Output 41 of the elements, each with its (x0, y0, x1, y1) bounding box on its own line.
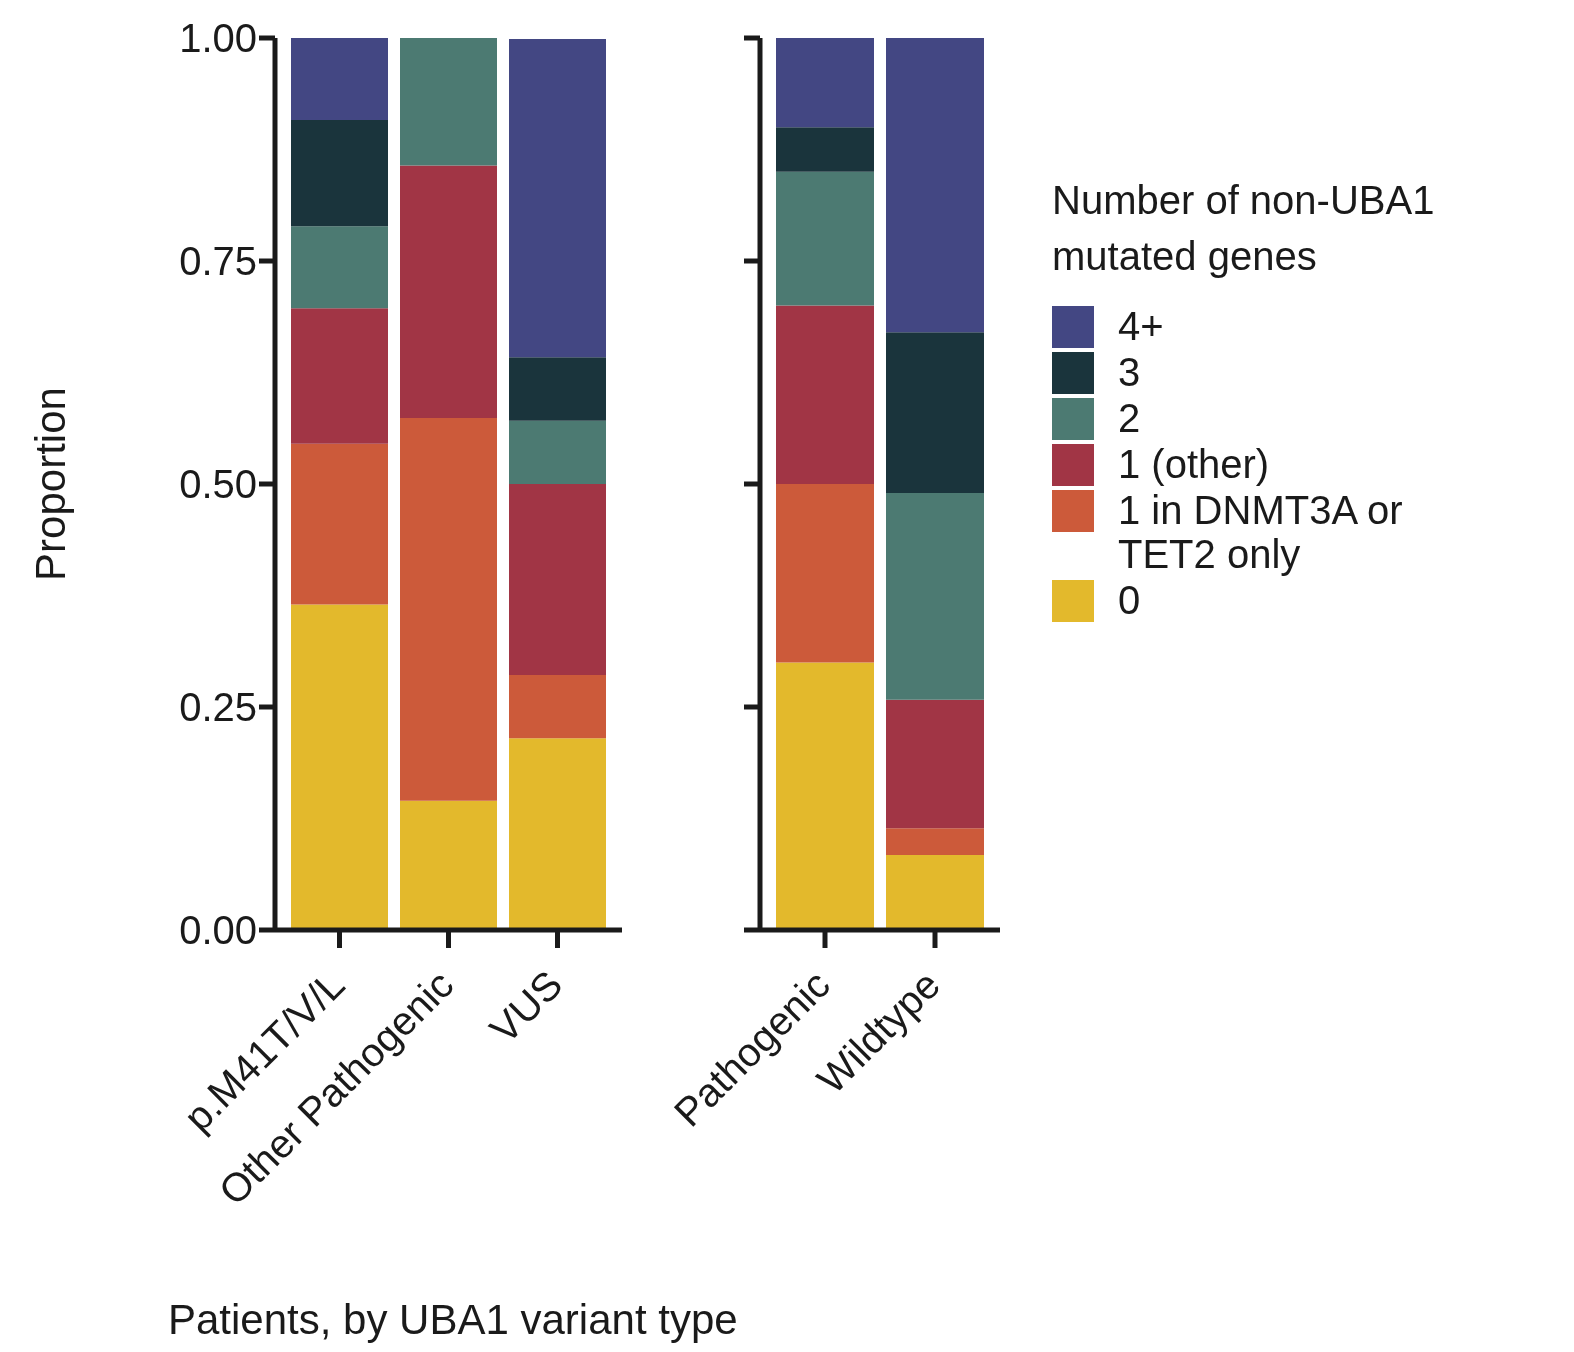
bar (509, 420, 606, 484)
bar (400, 800, 497, 930)
bar (886, 492, 984, 700)
bar (886, 828, 984, 856)
bar (400, 165, 497, 418)
bar (291, 38, 388, 121)
bar (400, 38, 497, 166)
legend-label: 0 (1118, 578, 1142, 622)
y-tick-label: 0.25 (179, 685, 257, 730)
bar (509, 484, 606, 675)
bar (291, 120, 388, 227)
bar (291, 443, 388, 605)
legend-title: Number of non-UBA1 mutated genes (1052, 177, 1436, 280)
bar (776, 305, 874, 484)
bar (776, 127, 874, 172)
bar (509, 357, 606, 421)
bar (776, 38, 874, 128)
bar (776, 484, 874, 663)
bar (291, 308, 388, 444)
legend-label: 2 (1118, 396, 1142, 440)
bar (400, 417, 497, 801)
bar (886, 38, 984, 333)
bar (886, 332, 984, 493)
legend-label: 4+ (1118, 304, 1165, 348)
legend-label: 1 in DNMT3A or TET2 only (1118, 488, 1404, 576)
y-tick-label: 0.75 (179, 239, 257, 284)
x-axis-title: Patients, by UBA1 variant type (168, 1296, 738, 1344)
bar (509, 674, 606, 739)
bar (776, 171, 874, 306)
y-tick-label: 0.00 (179, 908, 257, 953)
legend-label: 1 (other) (1118, 442, 1271, 486)
bar (291, 604, 388, 930)
legend-label: 3 (1118, 350, 1142, 394)
y-tick-label: 0.50 (179, 462, 257, 507)
y-tick-label: 1.00 (179, 16, 257, 61)
y-axis-title: Proportion (26, 387, 74, 581)
bar (509, 738, 606, 930)
x-tick-label: VUS (481, 962, 571, 1052)
bar (509, 38, 606, 358)
bar (886, 699, 984, 829)
bar (291, 226, 388, 309)
